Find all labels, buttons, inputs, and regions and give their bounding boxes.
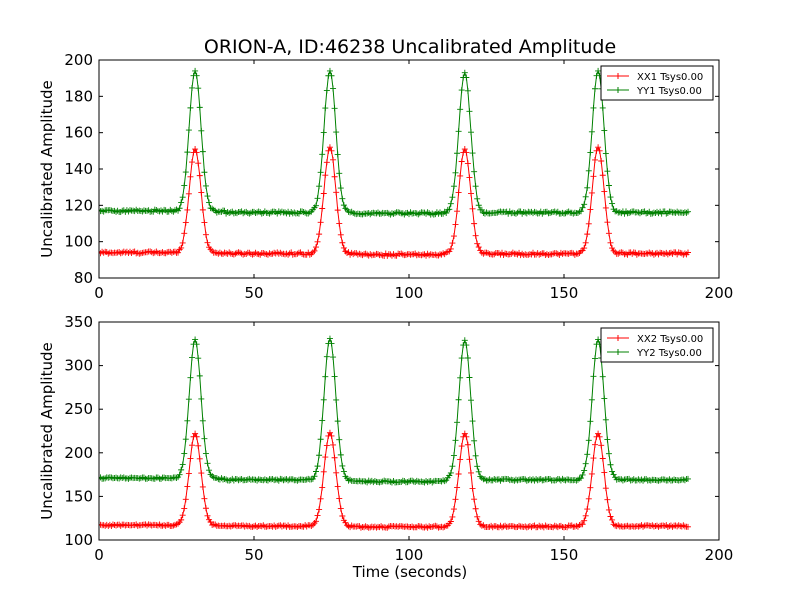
plot-area [99,67,691,259]
x-tick-label: 150 [550,284,579,302]
y-tick-label: 180 [64,87,93,105]
x-tick-label: 50 [244,284,263,302]
legend: XX1 Tsys0.00 YY1 Tsys0.00 [600,65,714,101]
legend-entry-label: YY1 Tsys0.00 [636,86,702,97]
x-tick-label: 150 [550,546,579,564]
x-tick-label: 50 [244,546,263,564]
legend-entry-label: XX1 Tsys0.00 [637,72,703,83]
legend-swatch-marker [615,87,621,93]
top-panel: 0 50 100 150 200 80 100 120 140 160 180 200 Uncalibr… [38,51,733,302]
y-tick-label: 100 [64,531,93,549]
y-tick-label: 150 [64,487,93,505]
legend-swatch-marker [615,335,621,341]
legend-entry-label: XX2 Tsys0.00 [637,334,703,345]
legend: XX2 Tsys0.00 YY2 Tsys0.00 [600,327,714,363]
y-tick-label: 120 [64,196,93,214]
x-axis-label: Time (seconds) [352,563,468,581]
y-tick-label: 140 [64,160,93,178]
y-axis-label: Uncalibrated Amplitude [38,80,56,257]
y-tick-label: 100 [64,233,93,251]
legend-entry-label: YY2 Tsys0.00 [636,348,702,359]
legend-swatch-marker [615,73,621,79]
x-tick-label: 200 [705,546,734,564]
y-tick-label: 300 [64,357,93,375]
series-markers-yy1 [99,67,691,218]
y-tick-label: 200 [64,444,93,462]
legend-box [600,65,714,101]
legend-box [600,327,714,363]
chart-title: ORION-A, ID:46238 Uncalibrated Amplitude [204,36,616,58]
x-tick-label: 100 [395,546,424,564]
x-tick-label: 100 [395,284,424,302]
y-axis-label: Uncalibrated Amplitude [38,342,56,519]
plot-area [99,335,691,531]
y-tick-label: 250 [64,400,93,418]
bottom-panel: 0 50 100 150 200 100 150 200 250 300 350 Uncalibrat… [38,313,733,564]
x-tick-label: 0 [94,284,104,302]
y-tick-label: 200 [64,51,93,69]
series-markers-xx2 [99,429,691,531]
y-tick-label: 160 [64,124,93,142]
series-markers-xx1 [99,144,691,259]
legend-swatch-marker [615,349,621,355]
series-markers-yy2 [99,335,691,486]
x-tick-label: 200 [705,284,734,302]
y-tick-label: 350 [64,313,93,331]
x-tick-label: 0 [94,546,104,564]
y-tick-label: 80 [74,269,93,287]
